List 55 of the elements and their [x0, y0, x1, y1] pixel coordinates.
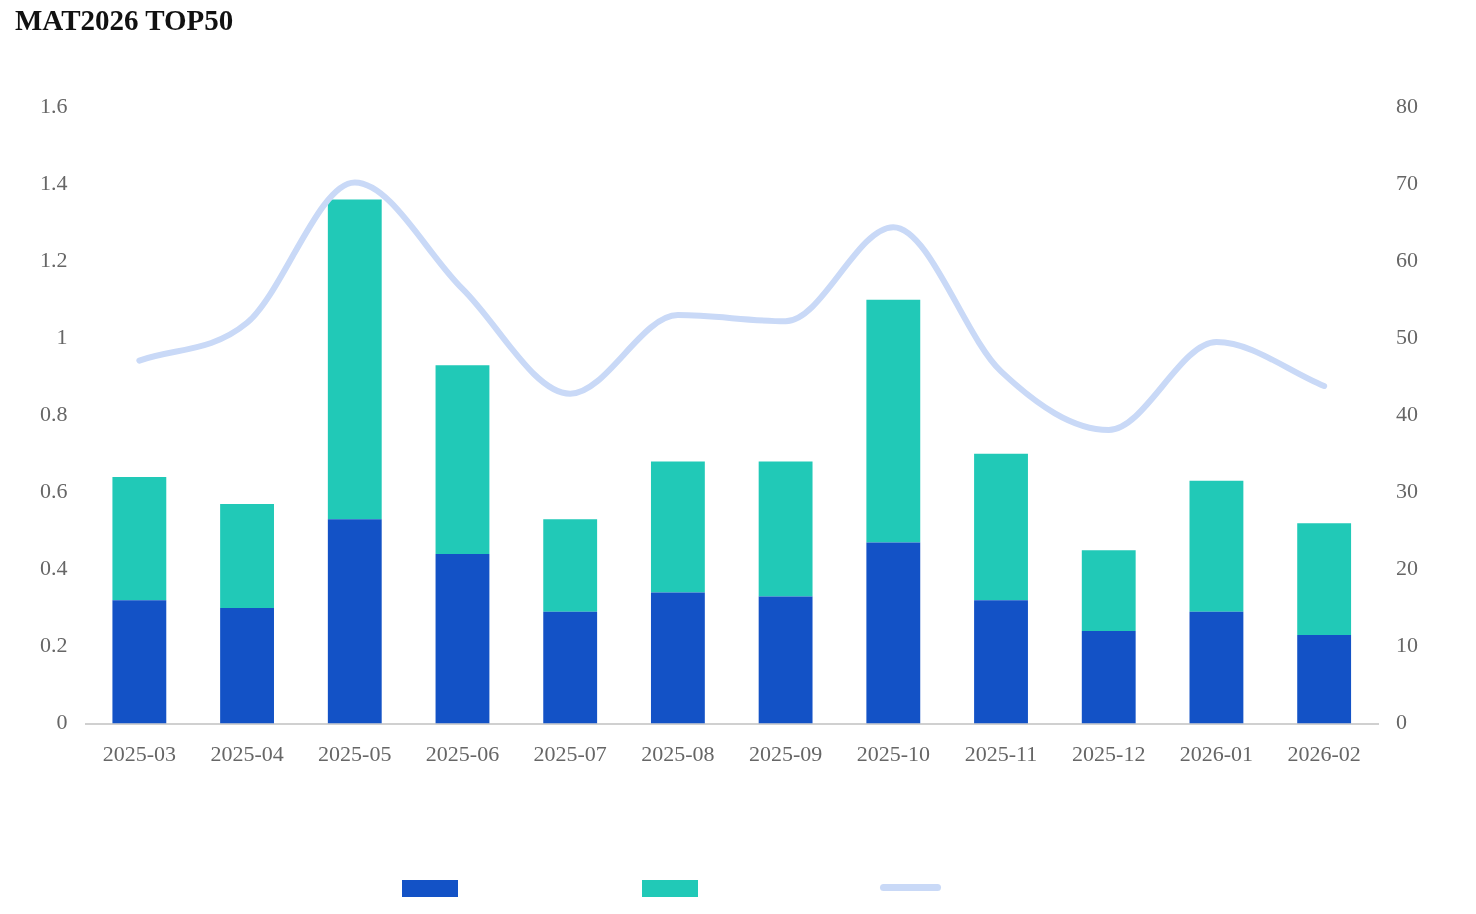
bar: [543, 611, 598, 724]
y-tick-label: 1: [56, 324, 68, 350]
bar: [1297, 523, 1352, 635]
chart-title: MAT2026 TOP50: [15, 4, 234, 37]
bar: [220, 607, 274, 724]
bar: [974, 600, 1028, 724]
bar: [866, 542, 921, 724]
bar: [1189, 611, 1244, 724]
x-tick-label: 2025-06: [425, 740, 500, 766]
bar: [435, 365, 490, 555]
bar: [327, 199, 382, 520]
bar: [866, 299, 921, 543]
y-tick-label: 1.2: [40, 246, 68, 272]
bar: [974, 453, 1028, 601]
bar: [758, 596, 813, 724]
bar: [1081, 550, 1136, 632]
bar: [435, 554, 490, 724]
y2-tick-label: 70: [1396, 169, 1418, 195]
y2-tick-label: 20: [1396, 555, 1418, 581]
x-tick-label: 2025-09: [748, 740, 823, 766]
bar: [650, 461, 705, 593]
y-tick-label: 0: [56, 709, 68, 735]
x-tick-label: 2025-03: [102, 740, 177, 766]
y-tick-label: 0.2: [40, 632, 68, 658]
bar: [327, 519, 382, 724]
bar: [1189, 480, 1244, 612]
bar: [112, 476, 167, 601]
y2-tick-label: 60: [1396, 246, 1418, 272]
bar: [543, 519, 598, 612]
x-tick-label: 2026-01: [1179, 740, 1254, 766]
x-tick-label: 2026-02: [1287, 740, 1361, 766]
x-tick-label: 2025-08: [641, 740, 715, 766]
x-tick-label: 2025-07: [533, 740, 607, 766]
x-tick-label: 2025-10: [856, 740, 930, 766]
bar: [112, 600, 167, 724]
y2-tick-label: 50: [1396, 324, 1418, 350]
y2-tick-label: 80: [1396, 92, 1418, 118]
bar: [1297, 634, 1352, 724]
x-tick-label: 2025-11: [964, 740, 1038, 766]
x-tick-label: 2025-04: [210, 740, 284, 766]
y-tick-label: 0.6: [40, 478, 68, 504]
y-tick-label: 0.8: [40, 401, 68, 427]
y2-tick-label: 40: [1396, 401, 1418, 427]
y2-tick-label: 10: [1396, 632, 1418, 658]
bar: [650, 592, 705, 724]
bar: [220, 503, 274, 608]
y-tick-label: 1.4: [40, 169, 68, 195]
y2-tick-label: 30: [1396, 478, 1418, 504]
bar: [1081, 631, 1136, 724]
y-tick-label: 1.6: [40, 92, 68, 118]
y2-tick-label: 0: [1396, 709, 1407, 735]
bar: [758, 461, 813, 597]
x-tick-label: 2025-05: [318, 740, 392, 766]
y-tick-label: 0.4: [40, 555, 68, 581]
x-tick-label: 2025-12: [1072, 740, 1146, 766]
